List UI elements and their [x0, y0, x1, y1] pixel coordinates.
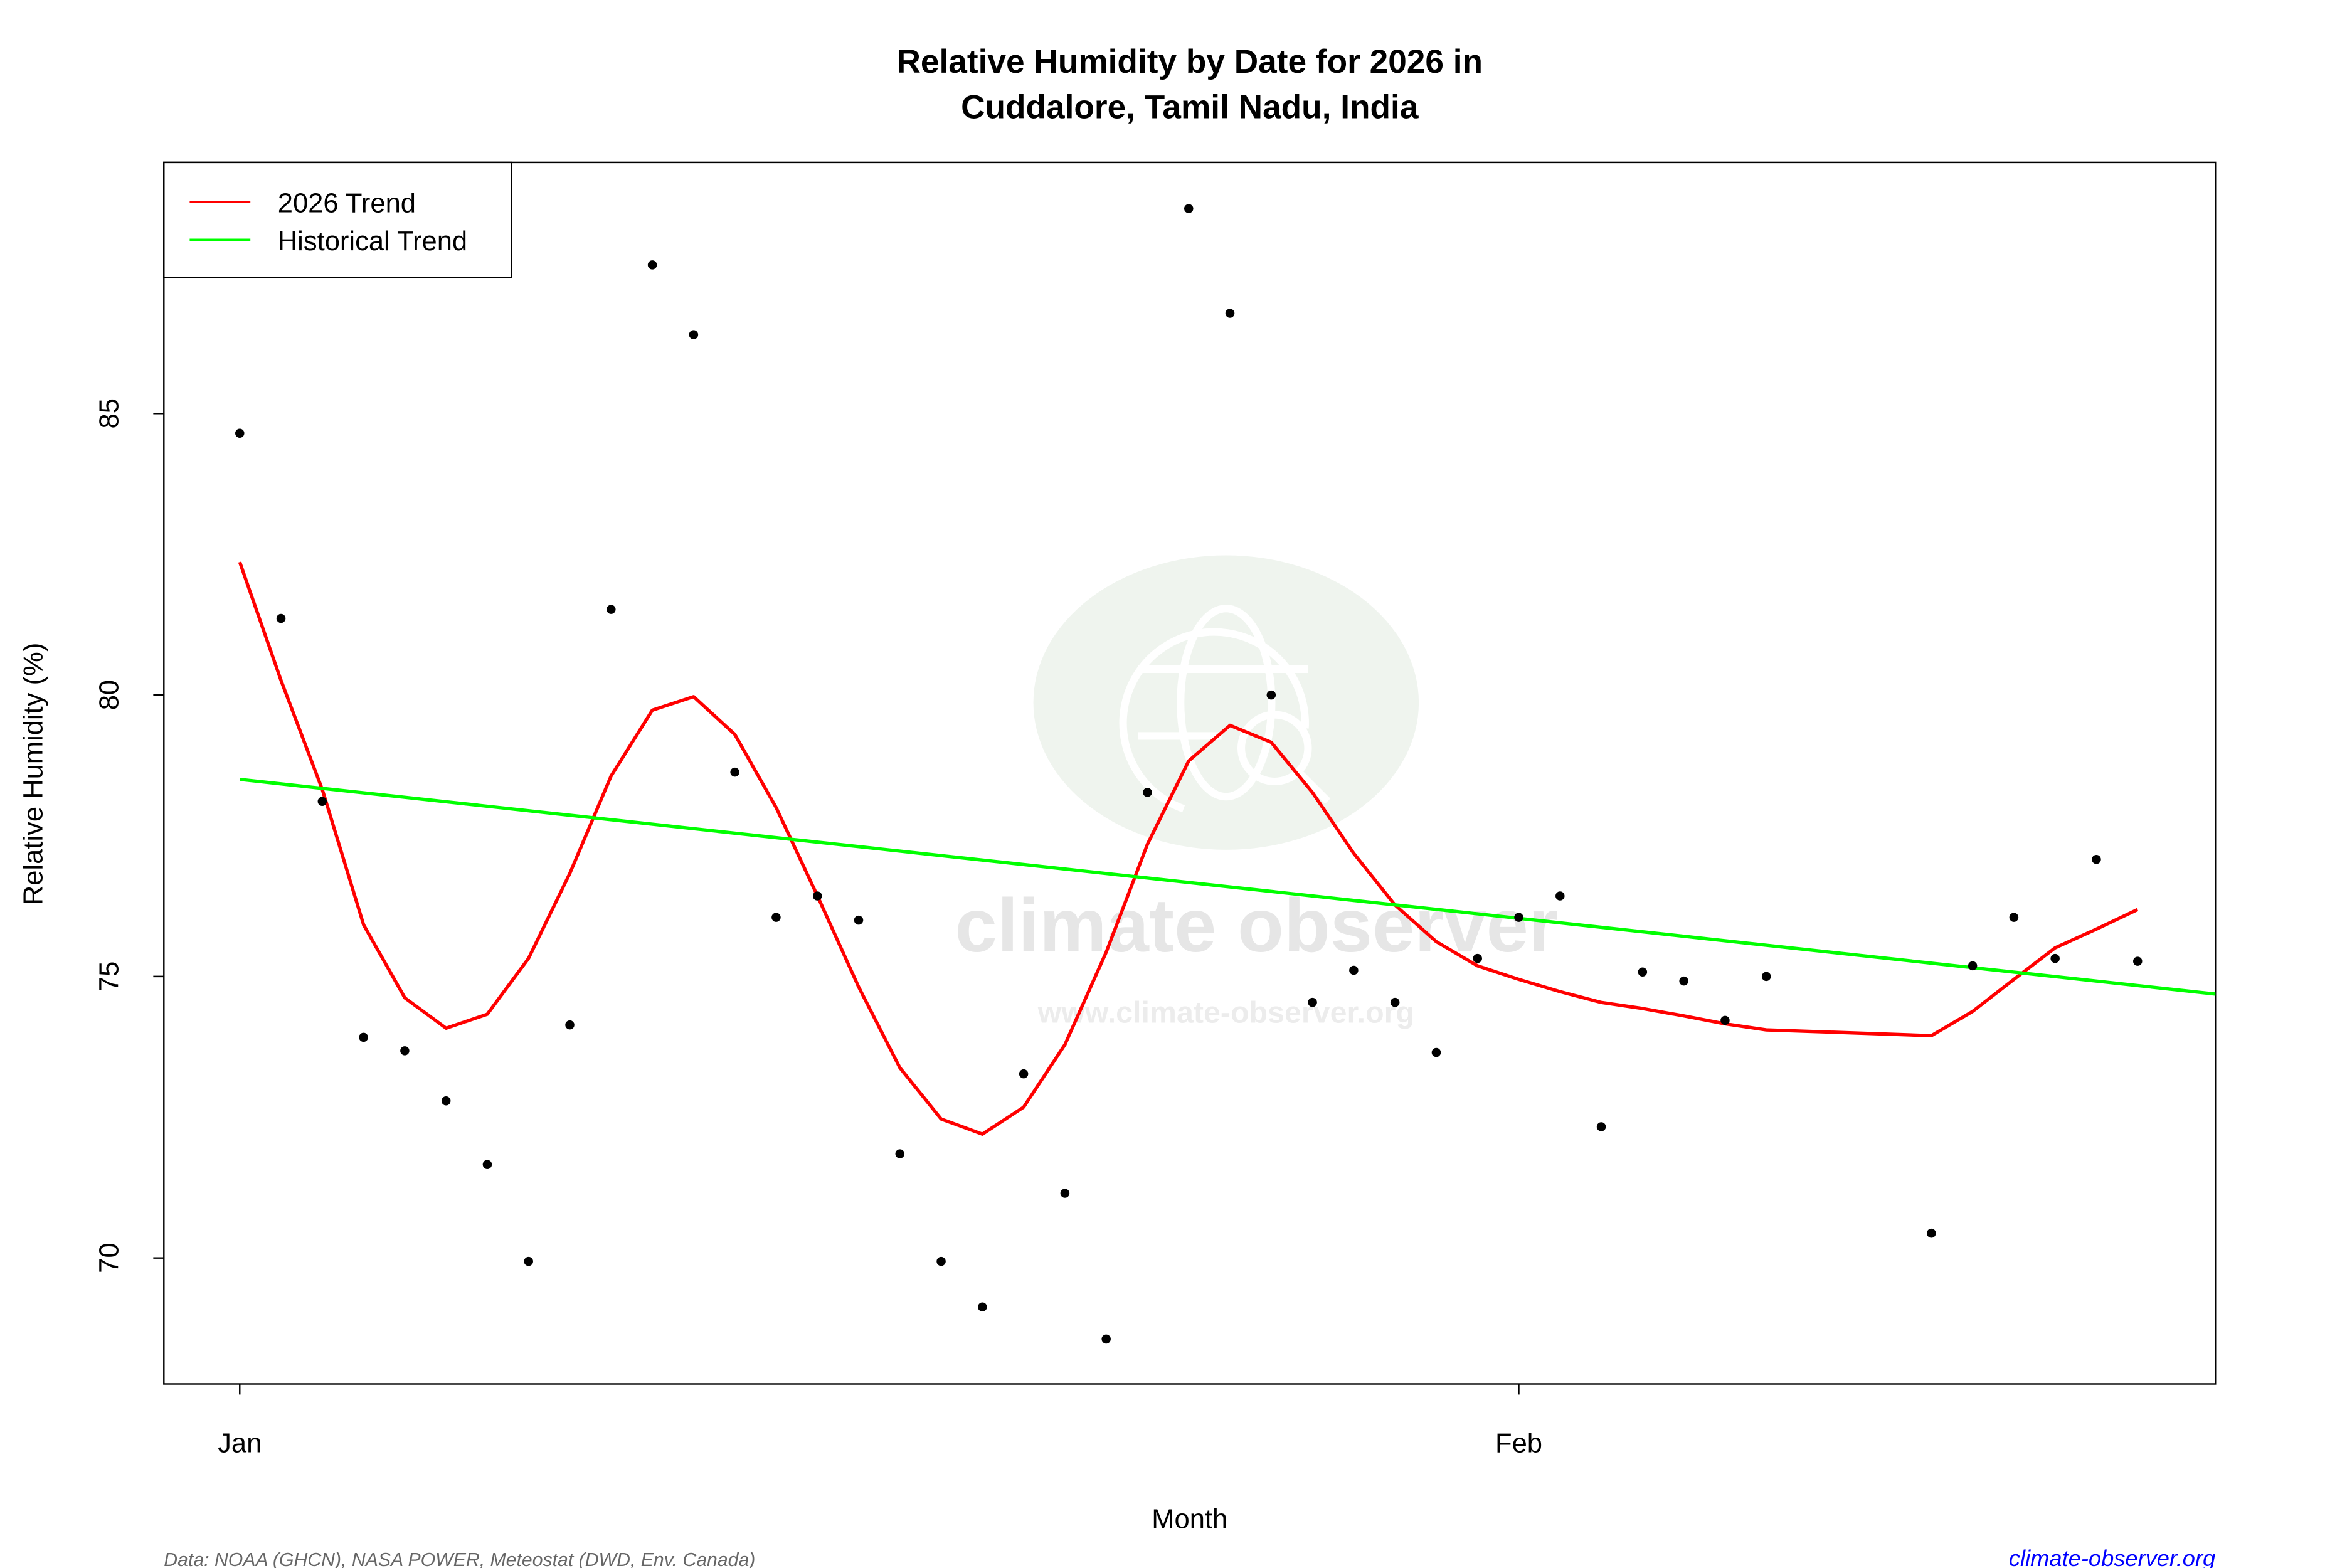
data-point	[441, 1096, 451, 1106]
data-point	[565, 1020, 575, 1030]
trend-lines	[238, 561, 2216, 1136]
data-point	[1266, 690, 1276, 700]
legend: 2026 Trend Historical Trend	[163, 161, 512, 278]
watermark-url: www.climate-observer.org	[1037, 996, 1414, 1030]
data-point	[359, 1032, 368, 1042]
line-2026-trend	[238, 561, 2139, 1136]
data-point	[2132, 956, 2143, 966]
data-point	[1143, 788, 1152, 797]
data-point	[524, 1256, 533, 1266]
data-point	[647, 260, 657, 270]
data-point	[317, 797, 327, 807]
data-point	[1308, 997, 1317, 1007]
plot-frame	[163, 161, 2217, 1385]
data-point	[1761, 972, 1771, 982]
data-point	[400, 1046, 410, 1056]
data-point	[1968, 961, 1978, 971]
data-point	[2009, 913, 2019, 922]
data-source-note: Data: NOAA (GHCN), NASA POWER, Meteostat…	[164, 1550, 755, 1568]
legend-label-2026-trend: 2026 Trend	[278, 189, 416, 219]
data-point	[895, 1149, 905, 1158]
data-point	[1349, 965, 1359, 975]
globe-lines	[1119, 605, 1331, 813]
data-point	[482, 1160, 492, 1169]
y-tick-label: 80	[95, 680, 125, 710]
data-point	[1720, 1015, 1730, 1025]
watermark-globe-icon	[1033, 555, 1419, 850]
legend-box	[163, 161, 512, 278]
data-point	[1679, 976, 1688, 986]
data-point	[2050, 953, 2060, 963]
data-point	[771, 913, 781, 922]
x-tick-label: Feb	[1495, 1428, 1542, 1458]
chart-subtitle: Cuddalore, Tamil Nadu, India	[961, 89, 1419, 126]
line-historical-trend	[239, 777, 2216, 996]
y-tick-label: 70	[95, 1242, 125, 1273]
data-point	[854, 915, 864, 925]
x-tick-label: Jan	[218, 1428, 262, 1458]
observation-points	[235, 204, 2143, 1344]
y-axis-label: Relative Humidity (%)	[19, 643, 49, 905]
data-point	[1184, 204, 1194, 213]
chart-title: Relative Humidity by Date for 2026 in	[896, 43, 1483, 80]
data-point	[1101, 1334, 1111, 1344]
data-point	[1596, 1122, 1606, 1131]
data-point	[1473, 953, 1482, 963]
y-tick-label: 75	[95, 961, 125, 992]
x-axis-label: Month	[1152, 1504, 1227, 1534]
data-point	[1927, 1228, 1936, 1238]
data-point	[276, 613, 286, 623]
y-tick-label: 85	[95, 398, 125, 428]
data-point	[235, 428, 245, 438]
data-point	[689, 330, 699, 339]
data-point	[1060, 1189, 1070, 1198]
x-axis: Jan Feb	[218, 1384, 1542, 1458]
data-point	[936, 1256, 946, 1266]
data-point	[1638, 967, 1648, 977]
data-point	[1019, 1069, 1029, 1079]
data-point	[812, 891, 822, 901]
data-point	[607, 605, 616, 614]
legend-label-historical-trend: Historical Trend	[278, 226, 467, 257]
data-point	[1431, 1047, 1441, 1057]
data-point	[1555, 891, 1565, 901]
data-point	[1390, 997, 1400, 1007]
data-point	[730, 767, 739, 777]
data-point	[978, 1302, 987, 1312]
data-point	[2092, 854, 2101, 864]
data-point	[1514, 913, 1523, 922]
data-point	[1225, 309, 1235, 318]
watermark-name: climate observer	[955, 882, 1558, 968]
site-link[interactable]: climate-observer.org	[2009, 1545, 2215, 1568]
y-axis: 70 75 80 85	[95, 398, 164, 1273]
